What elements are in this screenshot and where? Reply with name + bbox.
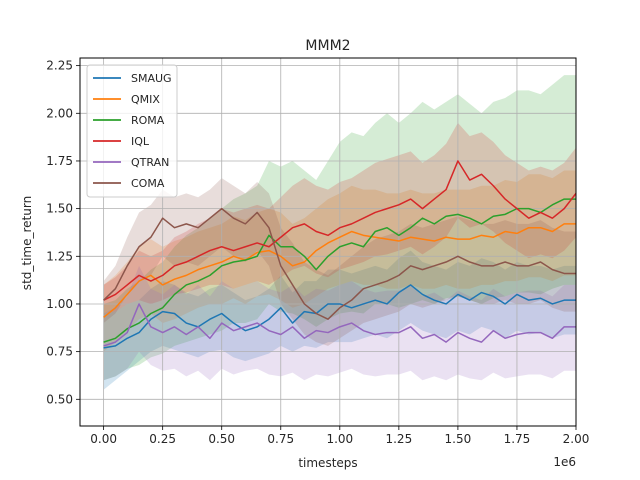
x-tick-label: 0.25 [149,432,176,446]
chart-title: MMM2 [305,38,350,54]
y-tick-label: 0.75 [46,345,73,359]
legend-label-smaug: SMAUG [131,72,172,85]
x-axis-offset-label: 1e6 [553,455,576,469]
line-coma [103,207,576,320]
line-iql [103,160,577,301]
y-tick-label: 2.00 [46,106,73,120]
legend-label-coma: COMA [131,177,165,190]
x-tick-label: 1.00 [326,432,353,446]
y-tick-label: 0.50 [46,392,73,406]
x-axis-label: timesteps [298,456,357,470]
y-tick-label: 2.25 [46,59,73,73]
legend-label-iql: IQL [131,135,150,148]
legend-label-qtran: QTRAN [131,156,169,169]
x-tick-label: 2.00 [563,432,590,446]
y-tick-label: 1.75 [46,154,73,168]
line-qtran [103,303,576,347]
x-tick-label: 0.50 [208,432,235,446]
y-axis-label: std_time_return [20,196,34,290]
line-roma [103,198,576,343]
legend-label-roma: ROMA [131,114,165,127]
plot-area-frame [79,57,577,427]
y-tick-label: 1.50 [46,202,73,216]
y-tick-label: 1.25 [46,249,73,263]
line-smaug [103,284,576,349]
legend-label-qmix: QMIX [131,93,160,106]
legend-box [86,64,178,198]
legend: SMAUG QMIX ROMA IQL QTRAN COMA [86,64,178,198]
x-tick-label: 1.50 [445,432,472,446]
x-tick-label: 0.00 [90,432,117,446]
y-tick-label: 1.00 [46,297,73,311]
y-axis-ticks: 0.50 0.75 1.00 1.25 1.50 1.75 2.00 2.25 [46,59,80,406]
x-tick-label: 1.75 [504,432,531,446]
series-lines [103,160,577,349]
x-axis-ticks: 0.00 0.25 0.50 0.75 1.00 1.25 1.50 1.75 2.00 [90,426,589,446]
line-qmix [103,223,576,318]
x-tick-label: 1.25 [385,432,412,446]
x-tick-label: 0.75 [267,432,294,446]
